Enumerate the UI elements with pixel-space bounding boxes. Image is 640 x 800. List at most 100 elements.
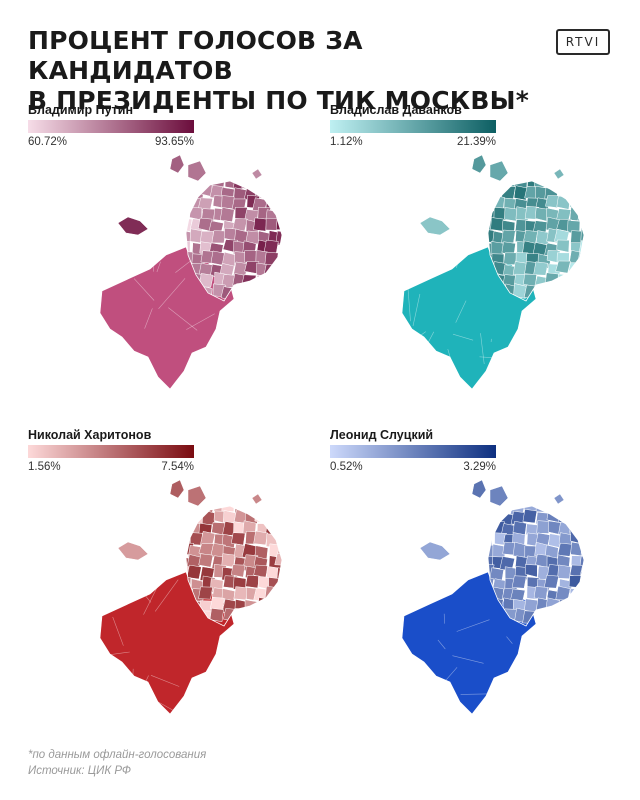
district-cell [277,206,282,220]
district-cell [568,181,583,190]
district-border [452,655,484,664]
district-cell [567,262,583,276]
district-cell [233,608,248,622]
district-cell [257,597,272,613]
rtvi-logo: RTVI [556,29,610,55]
zelenograd-enclave [169,154,185,174]
western-enclave [117,541,149,561]
district-border [203,689,222,697]
district-cell [555,585,571,601]
district-cell [545,195,561,209]
legend-gradient [28,445,194,458]
district-border [402,682,424,692]
district-cell [488,184,493,198]
district-cell [278,253,282,267]
district-cell [186,506,192,517]
district-border [404,331,426,348]
northern-enclave [489,485,509,507]
district-cell [579,274,584,290]
district-cell [276,597,282,614]
district-border [480,333,485,365]
district-cell [568,272,582,286]
district-cell [578,510,584,524]
district-cell [578,284,584,298]
district-cell [571,597,584,612]
district-border [112,616,124,646]
district-cell [264,609,279,623]
district-cell [558,181,572,190]
small-enclave [251,493,263,505]
district-cell [222,251,237,268]
district-cell [276,283,282,298]
legend-min: 1.12% [330,136,363,148]
district-cell [566,286,582,300]
district-cell [513,283,527,299]
candidate-name: Николай Харитонов [28,428,152,442]
district-cell [535,610,551,624]
district-border [403,659,409,668]
district-cell [209,608,224,622]
zelenograd-enclave [169,479,185,499]
district-cell [266,272,281,288]
zelenograd-enclave [471,479,487,499]
panel-kharitonov: Николай Харитонов 1.56% 7.54% [28,428,328,728]
legend-gradient [330,445,496,458]
district-cell [569,206,584,222]
district-cell [504,207,518,222]
new-moscow-area [401,246,537,390]
district-border [422,689,444,708]
district-cell [267,284,282,298]
district-cell [579,186,584,203]
district-cell [274,261,282,276]
district-cell [254,609,268,625]
district-cell [488,520,493,536]
district-cell [275,272,282,288]
district-border [133,278,155,301]
district-border [452,333,474,341]
district-cell [186,510,192,527]
moscow-map-slutsky [401,479,585,715]
district-border [506,636,513,644]
new-moscow-area [99,571,235,715]
city-outline [487,505,585,627]
new-moscow-area [99,246,235,390]
western-enclave [419,541,451,561]
district-cell [232,181,248,190]
district-border [437,639,446,650]
district-cell [513,185,528,201]
district-cell [253,217,268,232]
district-cell [277,509,282,524]
district-cell [567,511,581,527]
district-cell [278,181,282,187]
panel-putin: Владимир Путин 60.72% 93.65% [28,103,328,403]
district-cell [570,185,584,199]
district-cell [233,283,250,297]
district-cell [277,586,282,601]
district-cell [533,261,549,276]
district-cell [580,519,584,534]
small-enclave [553,493,565,505]
district-border [433,247,453,261]
legend-max: 3.29% [463,461,496,473]
district-border [100,332,113,348]
district-cell [580,599,584,613]
district-cell [488,196,496,211]
district-cell [533,181,548,188]
district-cell [493,207,507,221]
district-cell [274,553,282,566]
district-border [100,368,103,389]
district-cell [233,586,249,601]
district-cell [276,506,282,513]
district-cell [545,597,560,613]
district-cell [577,586,584,602]
district-border [407,287,411,322]
district-cell [490,195,505,210]
source: Источник: ЦИК РФ [28,765,132,777]
district-cell [245,575,260,589]
district-cell [186,564,202,580]
district-cell [554,609,570,625]
district-cell [556,599,573,613]
district-cell [578,240,584,256]
district-cell [280,610,282,626]
legend-gradient [330,120,496,133]
